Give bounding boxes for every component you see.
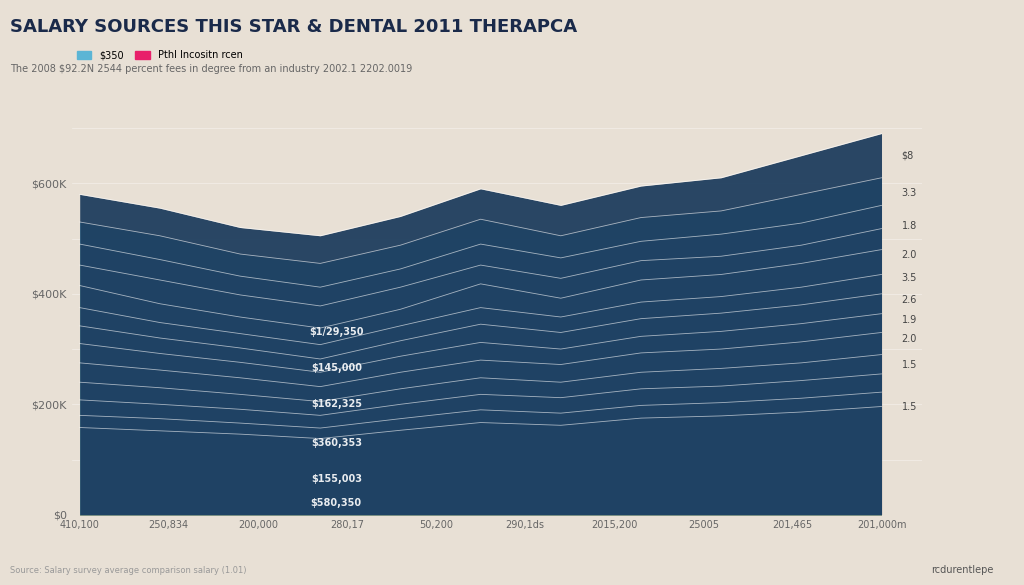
Text: 1.8: 1.8: [901, 221, 916, 232]
Text: 3.3: 3.3: [901, 188, 916, 198]
Text: 1.5: 1.5: [901, 360, 916, 370]
Text: $162,325: $162,325: [310, 400, 361, 409]
Text: The 2008 $92.2N 2544 percent fees in degree from an industry 2002.1 2202.0019: The 2008 $92.2N 2544 percent fees in deg…: [10, 64, 413, 74]
Text: $1/29,350: $1/29,350: [309, 328, 364, 338]
Text: 2.0: 2.0: [901, 250, 916, 260]
Text: 2.0: 2.0: [901, 334, 916, 344]
Text: 1.5: 1.5: [901, 402, 916, 412]
Legend: $350, Pthl Incositn rcen: $350, Pthl Incositn rcen: [77, 50, 243, 60]
Text: $145,000: $145,000: [310, 363, 361, 373]
Text: $155,003: $155,003: [310, 474, 361, 484]
Text: 1.9: 1.9: [901, 315, 916, 325]
Text: 3.5: 3.5: [901, 273, 916, 283]
Text: rcdurentlepe: rcdurentlepe: [931, 565, 993, 575]
Text: 2.6: 2.6: [901, 295, 916, 305]
Text: $360,353: $360,353: [310, 438, 361, 448]
Text: SALARY SOURCES THIS STAR & DENTAL 2011 THERAPCA: SALARY SOURCES THIS STAR & DENTAL 2011 T…: [10, 18, 578, 36]
Text: $580,350: $580,350: [310, 498, 361, 508]
Text: $8: $8: [901, 151, 913, 161]
Text: Source: Salary survey average comparison salary (1.01): Source: Salary survey average comparison…: [10, 566, 247, 575]
